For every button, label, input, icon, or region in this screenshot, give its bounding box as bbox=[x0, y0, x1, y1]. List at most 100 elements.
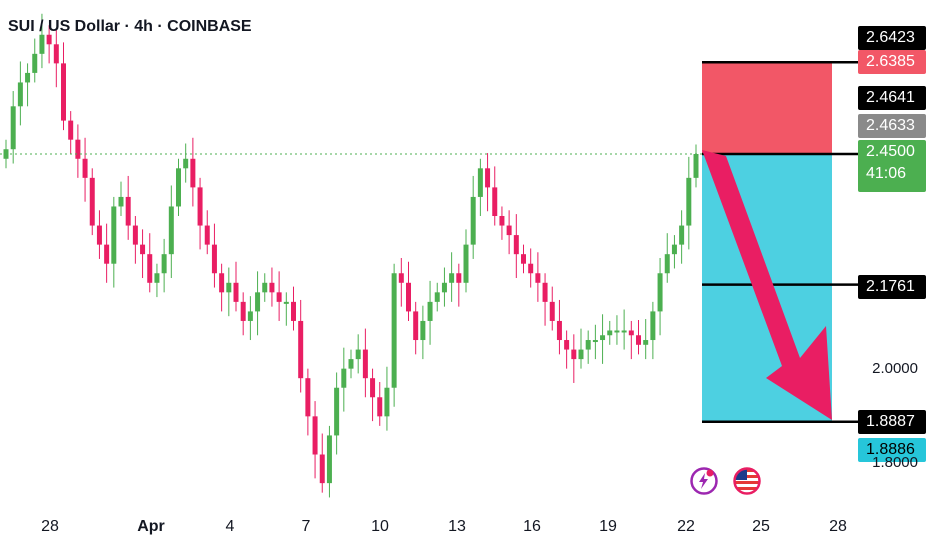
candle bbox=[643, 319, 649, 360]
candle-body bbox=[592, 340, 598, 343]
candle-body bbox=[664, 254, 670, 274]
price-label: 2.4633 bbox=[858, 114, 926, 138]
candle bbox=[492, 166, 498, 226]
candle bbox=[39, 13, 45, 69]
candle-body bbox=[17, 82, 23, 107]
candle-body bbox=[513, 235, 519, 255]
candle-body bbox=[492, 187, 498, 217]
candle bbox=[111, 196, 117, 288]
candle bbox=[499, 206, 505, 240]
candle-body bbox=[341, 368, 347, 388]
price-tick: 2.0000 bbox=[872, 360, 918, 377]
candle-body bbox=[406, 282, 411, 312]
candle-body bbox=[693, 154, 699, 178]
price-label: 2.4641 bbox=[858, 86, 926, 110]
candle-body bbox=[75, 139, 81, 159]
candle bbox=[370, 368, 376, 422]
candle bbox=[125, 175, 131, 240]
bar-countdown: 41:06 bbox=[866, 165, 907, 182]
candle bbox=[614, 315, 620, 345]
candle bbox=[686, 156, 692, 250]
candle-body bbox=[154, 273, 160, 283]
us-flag-icon[interactable] bbox=[733, 467, 761, 495]
candle-body bbox=[10, 106, 16, 150]
candle bbox=[283, 292, 289, 326]
candle-body bbox=[240, 301, 246, 321]
price-tick: 1.8000 bbox=[872, 454, 918, 471]
candle-body bbox=[305, 378, 311, 417]
candle-body bbox=[111, 206, 117, 264]
candle bbox=[564, 330, 570, 369]
candle-body bbox=[477, 168, 483, 197]
candle bbox=[240, 292, 246, 336]
candle bbox=[312, 401, 318, 479]
candle bbox=[657, 257, 663, 336]
candle-body bbox=[197, 187, 203, 226]
candle bbox=[183, 143, 189, 183]
lightning-icon[interactable] bbox=[690, 467, 718, 495]
candle-body bbox=[614, 330, 620, 333]
candle bbox=[25, 63, 31, 107]
candle-body bbox=[535, 273, 541, 283]
time-tick: 25 bbox=[752, 518, 770, 535]
candle-body bbox=[643, 340, 649, 345]
candle-body bbox=[413, 311, 419, 341]
candle-body bbox=[132, 225, 138, 245]
candle bbox=[291, 286, 296, 331]
candle bbox=[89, 168, 95, 236]
candle bbox=[406, 261, 411, 321]
time-tick: 13 bbox=[448, 518, 466, 535]
candle bbox=[104, 223, 110, 283]
candle-body bbox=[53, 44, 59, 64]
candle-body bbox=[370, 378, 376, 398]
candle-body bbox=[68, 120, 74, 140]
candle-body bbox=[226, 282, 232, 293]
candle-body bbox=[549, 301, 555, 321]
candle-body bbox=[118, 196, 124, 207]
candle bbox=[513, 214, 519, 279]
candle bbox=[154, 263, 160, 298]
candle-body bbox=[283, 301, 289, 304]
candle bbox=[161, 238, 167, 293]
candle-body bbox=[441, 282, 447, 293]
candle bbox=[32, 38, 38, 83]
candle bbox=[226, 267, 232, 317]
stop-loss-zone[interactable] bbox=[702, 62, 832, 154]
candle-body bbox=[269, 282, 275, 293]
candle-body bbox=[564, 340, 570, 350]
candle bbox=[679, 210, 685, 264]
candle bbox=[607, 320, 613, 345]
candle bbox=[168, 185, 174, 279]
candle bbox=[147, 233, 153, 293]
time-tick: 28 bbox=[829, 518, 847, 535]
price-label: 1.8887 bbox=[858, 410, 926, 434]
candle bbox=[600, 314, 606, 364]
candle bbox=[528, 248, 534, 288]
candle bbox=[413, 301, 419, 355]
candle bbox=[46, 25, 52, 64]
candle-body bbox=[528, 263, 534, 274]
candle-body bbox=[434, 292, 440, 302]
candle bbox=[449, 252, 455, 302]
candle bbox=[477, 158, 483, 217]
candle-body bbox=[219, 273, 225, 293]
candle bbox=[53, 29, 59, 88]
candle-body bbox=[657, 273, 663, 312]
candle-body bbox=[190, 158, 196, 188]
candle bbox=[441, 267, 447, 307]
price-label: 1.8886 bbox=[858, 438, 926, 462]
time-tick: 10 bbox=[371, 518, 389, 535]
candle bbox=[233, 261, 239, 312]
candle-body bbox=[211, 244, 217, 274]
time-tick: 22 bbox=[677, 518, 695, 535]
candle bbox=[456, 263, 462, 307]
candle-body bbox=[506, 225, 512, 236]
candle-body bbox=[312, 416, 318, 455]
candle bbox=[521, 244, 526, 274]
price-label: 2.4500 41:06 bbox=[858, 140, 926, 192]
candle-body bbox=[355, 349, 361, 360]
candle bbox=[384, 366, 390, 431]
candle-body bbox=[571, 349, 577, 360]
